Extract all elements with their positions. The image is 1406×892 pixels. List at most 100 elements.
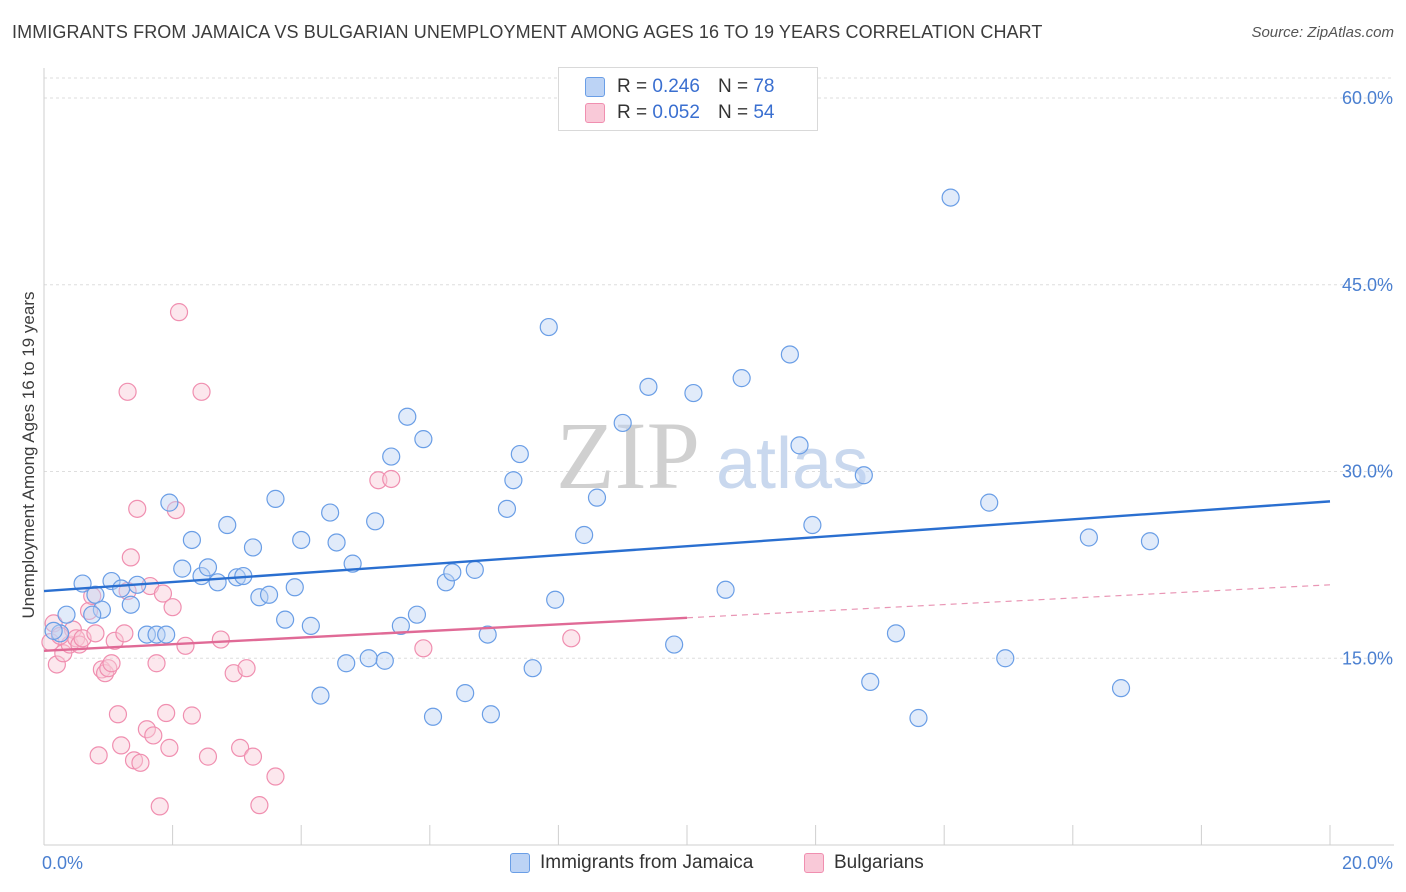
jamaica-point — [44, 621, 63, 640]
trend-lines — [43, 500, 1331, 652]
r-value: 0.246 — [652, 76, 700, 97]
jamaica-point — [407, 605, 427, 624]
jamaica-point — [456, 684, 475, 703]
jamaica-point — [423, 707, 443, 726]
bulgarians-point — [211, 630, 230, 649]
bulgarians-point — [153, 584, 173, 603]
r-value: 0.052 — [652, 102, 700, 123]
bulgarians-legend-swatch — [804, 853, 824, 873]
bulgarians-point — [128, 499, 147, 518]
legend-label-jamaica: Immigrants from Jamaica — [540, 852, 754, 873]
bulgarians-point — [166, 500, 185, 520]
jamaica-point — [539, 317, 558, 337]
jamaica-point — [1140, 532, 1160, 551]
jamaica-point — [587, 488, 607, 507]
stats-row-jamaica: R = 0.246 N = 78 — [585, 75, 774, 99]
jamaica-point — [259, 585, 279, 604]
bulgarians-point — [237, 659, 256, 678]
bulgarians-point — [192, 382, 211, 401]
jamaica-point — [478, 625, 497, 644]
jamaica-point — [546, 590, 565, 609]
chart-title: IMMIGRANTS FROM JAMAICA VS BULGARIAN UNE… — [12, 22, 1043, 42]
jamaica-point — [639, 377, 658, 396]
jamaica-point — [375, 651, 394, 670]
jamaica-point — [83, 605, 102, 624]
bulgarians-point — [231, 738, 250, 757]
jamaica-point — [391, 616, 410, 635]
bulgarians-point — [115, 624, 134, 643]
jamaica-point — [276, 610, 295, 629]
r-label: R = — [617, 102, 648, 123]
jamaica-point — [780, 345, 799, 364]
jamaica-point — [732, 369, 751, 388]
jamaica-point — [497, 499, 517, 518]
jamaica-point — [57, 605, 76, 624]
jamaica-point — [160, 493, 179, 512]
jamaica-point — [414, 430, 433, 449]
jamaica-point — [285, 578, 304, 597]
x-tick-label: 0.0% — [42, 853, 83, 873]
legend-label-bulgarians: Bulgarians — [834, 852, 924, 873]
jamaica-point — [92, 600, 111, 619]
jamaica-point — [198, 558, 218, 577]
bulgarians-point — [198, 747, 218, 766]
bulgarians-point — [163, 598, 182, 617]
jamaica-point — [613, 413, 632, 433]
bulgarians-point — [99, 659, 118, 678]
watermark: ZIP atlas — [556, 402, 868, 509]
bulgarians-trend-extension — [686, 584, 1331, 619]
jamaica-point — [790, 436, 809, 455]
jamaica-point — [665, 635, 684, 654]
bulgarians-point — [369, 471, 388, 490]
bulgarians-point — [108, 705, 128, 724]
jamaica-trend-line — [43, 500, 1331, 593]
bulgarians-point — [95, 664, 115, 683]
jamaica-point — [266, 489, 285, 508]
jamaica-point — [510, 444, 529, 464]
x-tick-label: 20.0% — [1342, 853, 1393, 873]
y-tick-label: 15.0% — [1342, 648, 1393, 668]
bulgarians-point — [562, 629, 581, 648]
jamaica-point — [147, 625, 166, 644]
bulgarians-point — [266, 767, 285, 786]
jamaica-point — [1111, 679, 1131, 698]
jamaica-point — [575, 525, 594, 545]
y-axis-label: Unemployment Among Ages 16 to 19 years — [19, 292, 38, 619]
series-legend: Immigrants from Jamaica Bulgarians — [0, 852, 1406, 878]
legend-item-bulgarians: Bulgarians — [804, 852, 924, 874]
jamaica-point — [398, 407, 417, 426]
bulgarians-point — [414, 639, 433, 658]
jamaica-point — [684, 383, 703, 403]
jamaica-point — [218, 515, 237, 535]
jamaica-legend-swatch — [510, 853, 530, 873]
n-value: 54 — [753, 102, 775, 123]
jamaica-point — [321, 503, 340, 522]
jamaica-point — [137, 625, 156, 644]
series-bulgarians — [41, 303, 581, 816]
jamaica-point — [443, 563, 462, 582]
bulgarians-point — [150, 797, 169, 816]
bulgarians-point — [118, 382, 137, 401]
n-value: 78 — [753, 76, 775, 97]
bulgarians-point — [243, 747, 263, 766]
jamaica-point — [481, 705, 500, 724]
y-tick-label: 60.0% — [1342, 88, 1393, 108]
bulgarians-point — [86, 624, 105, 643]
bulgarians-trend-line — [43, 616, 688, 652]
jamaica-point — [327, 533, 346, 552]
bulgarians-point — [121, 548, 140, 567]
jamaica-swatch — [585, 77, 605, 97]
bulgarians-point — [176, 636, 195, 655]
jamaica-point — [1079, 528, 1098, 547]
y-tick-label: 30.0% — [1342, 462, 1393, 482]
jamaica-point — [359, 649, 378, 668]
bulgarians-point — [382, 469, 401, 489]
bulgarians-point — [169, 303, 189, 322]
jamaica-point — [121, 595, 140, 614]
bulgarians-point — [144, 726, 163, 745]
source-credit: Source: ZipAtlas.com — [1251, 24, 1394, 41]
jamaica-point — [504, 471, 523, 490]
jamaica-point — [301, 616, 320, 635]
bulgarians-point — [157, 703, 176, 723]
